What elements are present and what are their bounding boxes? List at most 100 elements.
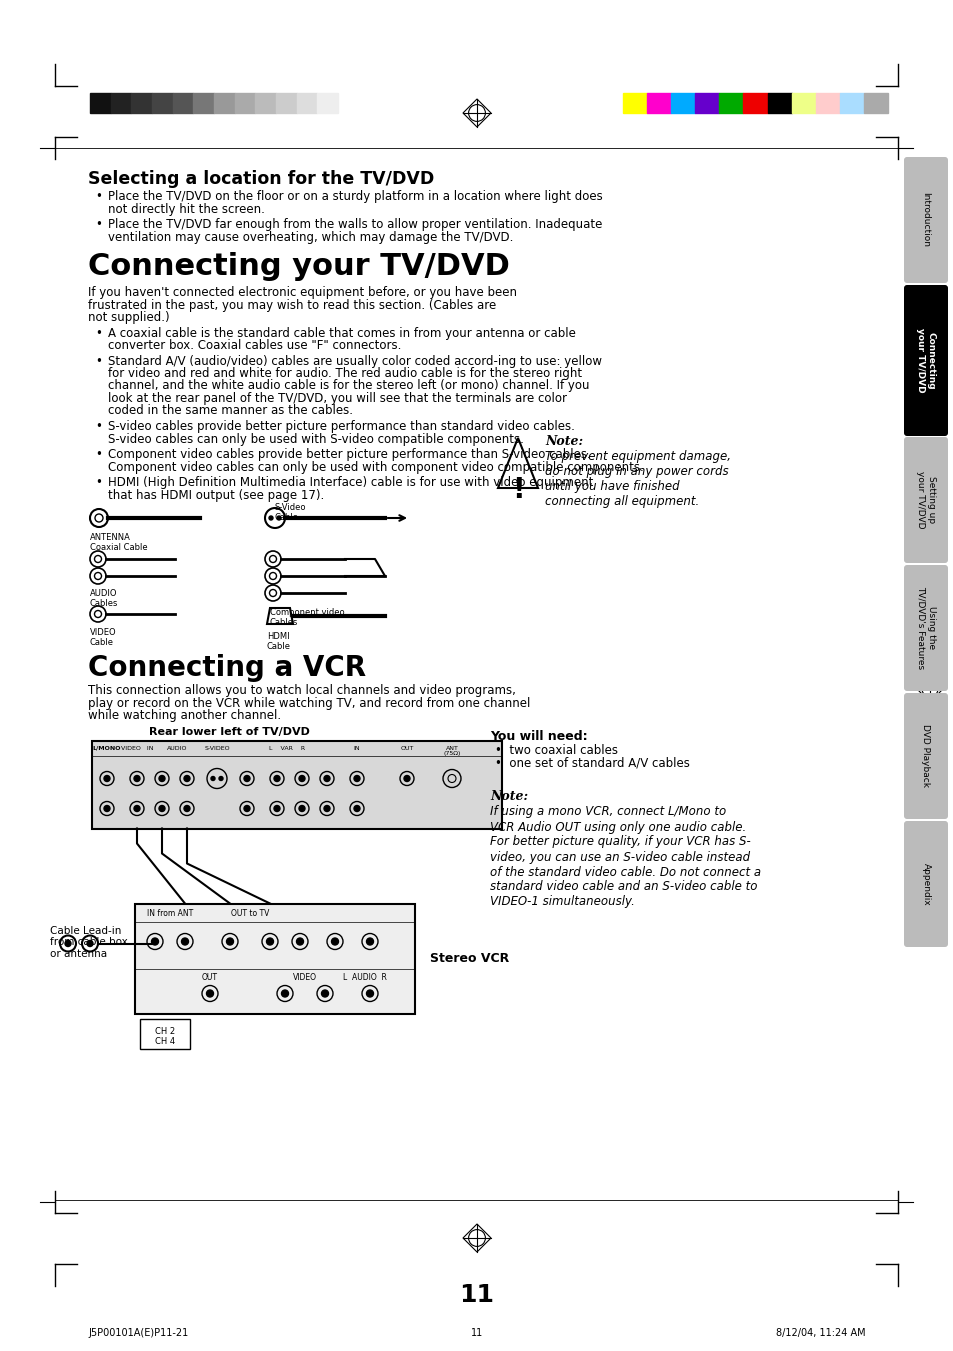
Circle shape	[133, 805, 140, 812]
Circle shape	[403, 775, 410, 781]
Bar	[863, 93, 887, 113]
Circle shape	[211, 777, 214, 781]
Text: HDMI
Cable: HDMI Cable	[267, 632, 291, 651]
Bar	[135, 904, 415, 1013]
Text: Cable Lead-in
from cable box
or antenna: Cable Lead-in from cable box or antenna	[50, 925, 128, 959]
Text: AUDIO: AUDIO	[167, 746, 187, 751]
Bar	[742, 93, 767, 113]
Bar	[152, 93, 172, 113]
Text: CH 2
CH 4: CH 2 CH 4	[154, 1027, 175, 1046]
FancyBboxPatch shape	[903, 436, 947, 563]
Text: 11: 11	[459, 1283, 494, 1306]
Bar	[193, 93, 213, 113]
Text: Component video cables can only be used with component video compatible componen: Component video cables can only be used …	[108, 461, 643, 473]
Text: 8/12/04, 11:24 AM: 8/12/04, 11:24 AM	[776, 1328, 865, 1337]
Text: S-video cables provide better picture performance than standard video cables.: S-video cables provide better picture pe…	[108, 420, 575, 434]
FancyBboxPatch shape	[903, 821, 947, 947]
Bar	[317, 93, 337, 113]
Bar	[671, 93, 695, 113]
Text: 11: 11	[471, 1328, 482, 1337]
Text: L    VAR    R: L VAR R	[269, 746, 305, 751]
FancyBboxPatch shape	[903, 157, 947, 282]
Bar	[255, 93, 275, 113]
Text: Place the TV/DVD far enough from the walls to allow proper ventilation. Inadequa: Place the TV/DVD far enough from the wal…	[108, 218, 601, 231]
Text: Selecting a location for the TV/DVD: Selecting a location for the TV/DVD	[88, 170, 434, 188]
Circle shape	[324, 805, 330, 812]
Circle shape	[274, 775, 280, 781]
Circle shape	[296, 938, 303, 944]
Text: •: •	[95, 449, 102, 461]
Circle shape	[159, 805, 165, 812]
Bar	[622, 93, 646, 113]
Circle shape	[324, 775, 330, 781]
Text: ventilation may cause overheating, which may damage the TV/DVD.: ventilation may cause overheating, which…	[108, 231, 513, 243]
Text: To prevent equipment damage,
do not plug in any power cords
until you have finis: To prevent equipment damage, do not plug…	[544, 450, 730, 508]
Text: VIDEO: VIDEO	[293, 974, 316, 982]
Text: not supplied.): not supplied.)	[88, 311, 170, 324]
Text: •: •	[95, 327, 102, 339]
Circle shape	[244, 805, 250, 812]
Text: ANT
(75Ω): ANT (75Ω)	[443, 746, 460, 757]
Circle shape	[281, 990, 288, 997]
Text: for video and red and white for audio. The red audio cable is for the stereo rig: for video and red and white for audio. T…	[108, 367, 581, 380]
Circle shape	[133, 775, 140, 781]
Circle shape	[104, 805, 110, 812]
Bar	[719, 93, 742, 113]
Text: not directly hit the screen.: not directly hit the screen.	[108, 203, 265, 216]
Text: while watching another channel.: while watching another channel.	[88, 709, 281, 721]
Text: DVD Playback: DVD Playback	[921, 724, 929, 788]
Text: If using a mono VCR, connect L/Mono to
VCR Audio OUT using only one audio cable.: If using a mono VCR, connect L/Mono to V…	[490, 805, 760, 908]
Text: •: •	[95, 218, 102, 231]
Text: Standard A/V (audio/video) cables are usually color coded accord-ing to use: yel: Standard A/V (audio/video) cables are us…	[108, 354, 601, 367]
Bar	[91, 740, 501, 828]
Circle shape	[104, 775, 110, 781]
Bar	[90, 93, 111, 113]
Text: VIDEO   IN: VIDEO IN	[121, 746, 153, 751]
Text: converter box. Coaxial cables use "F" connectors.: converter box. Coaxial cables use "F" co…	[108, 339, 401, 353]
Circle shape	[298, 775, 305, 781]
Bar	[234, 93, 255, 113]
Text: Stereo VCR: Stereo VCR	[430, 952, 509, 965]
FancyBboxPatch shape	[903, 565, 947, 690]
Circle shape	[331, 938, 338, 944]
Text: J5P00101A(E)P11-21: J5P00101A(E)P11-21	[88, 1328, 188, 1337]
Bar	[213, 93, 234, 113]
Circle shape	[269, 516, 273, 520]
Bar	[839, 93, 863, 113]
Text: Note:: Note:	[490, 789, 528, 802]
Text: Note:: Note:	[544, 435, 582, 449]
Text: •: •	[95, 476, 102, 489]
Text: Using the
TV/DVD's Features: Using the TV/DVD's Features	[915, 586, 935, 670]
Circle shape	[276, 516, 281, 520]
Circle shape	[354, 805, 359, 812]
Circle shape	[206, 990, 213, 997]
Text: OUT: OUT	[400, 746, 414, 751]
Circle shape	[274, 805, 280, 812]
Circle shape	[184, 805, 190, 812]
Bar	[646, 93, 671, 113]
Circle shape	[152, 938, 158, 944]
Bar	[791, 93, 815, 113]
Text: Connecting your TV/DVD: Connecting your TV/DVD	[88, 253, 509, 281]
Text: •  two coaxial cables: • two coaxial cables	[495, 743, 618, 757]
Bar	[695, 93, 719, 113]
Text: IN: IN	[354, 746, 360, 751]
Text: •: •	[95, 190, 102, 203]
Text: S-video cables can only be used with S-video compatible components.: S-video cables can only be used with S-v…	[108, 432, 523, 446]
Circle shape	[366, 938, 374, 944]
Circle shape	[321, 990, 328, 997]
Text: that has HDMI output (see page 17).: that has HDMI output (see page 17).	[108, 489, 324, 501]
Text: S-Video
Cable: S-Video Cable	[274, 503, 306, 523]
Text: A coaxial cable is the standard cable that comes in from your antenna or cable: A coaxial cable is the standard cable th…	[108, 327, 576, 339]
Bar	[111, 93, 132, 113]
Bar	[172, 93, 193, 113]
Text: OUT: OUT	[202, 974, 218, 982]
Text: Connecting
your TV/DVD: Connecting your TV/DVD	[915, 328, 935, 393]
Text: L/MONO: L/MONO	[92, 746, 121, 751]
Circle shape	[219, 777, 223, 781]
Text: Connecting a VCR: Connecting a VCR	[88, 654, 366, 682]
Text: HDMI (High Definition Multimedia Interface) cable is for use with video equipmen: HDMI (High Definition Multimedia Interfa…	[108, 476, 593, 489]
Text: This connection allows you to watch local channels and video programs,: This connection allows you to watch loca…	[88, 684, 516, 697]
Text: AUDIO
Cables: AUDIO Cables	[90, 589, 118, 608]
Circle shape	[87, 940, 92, 947]
